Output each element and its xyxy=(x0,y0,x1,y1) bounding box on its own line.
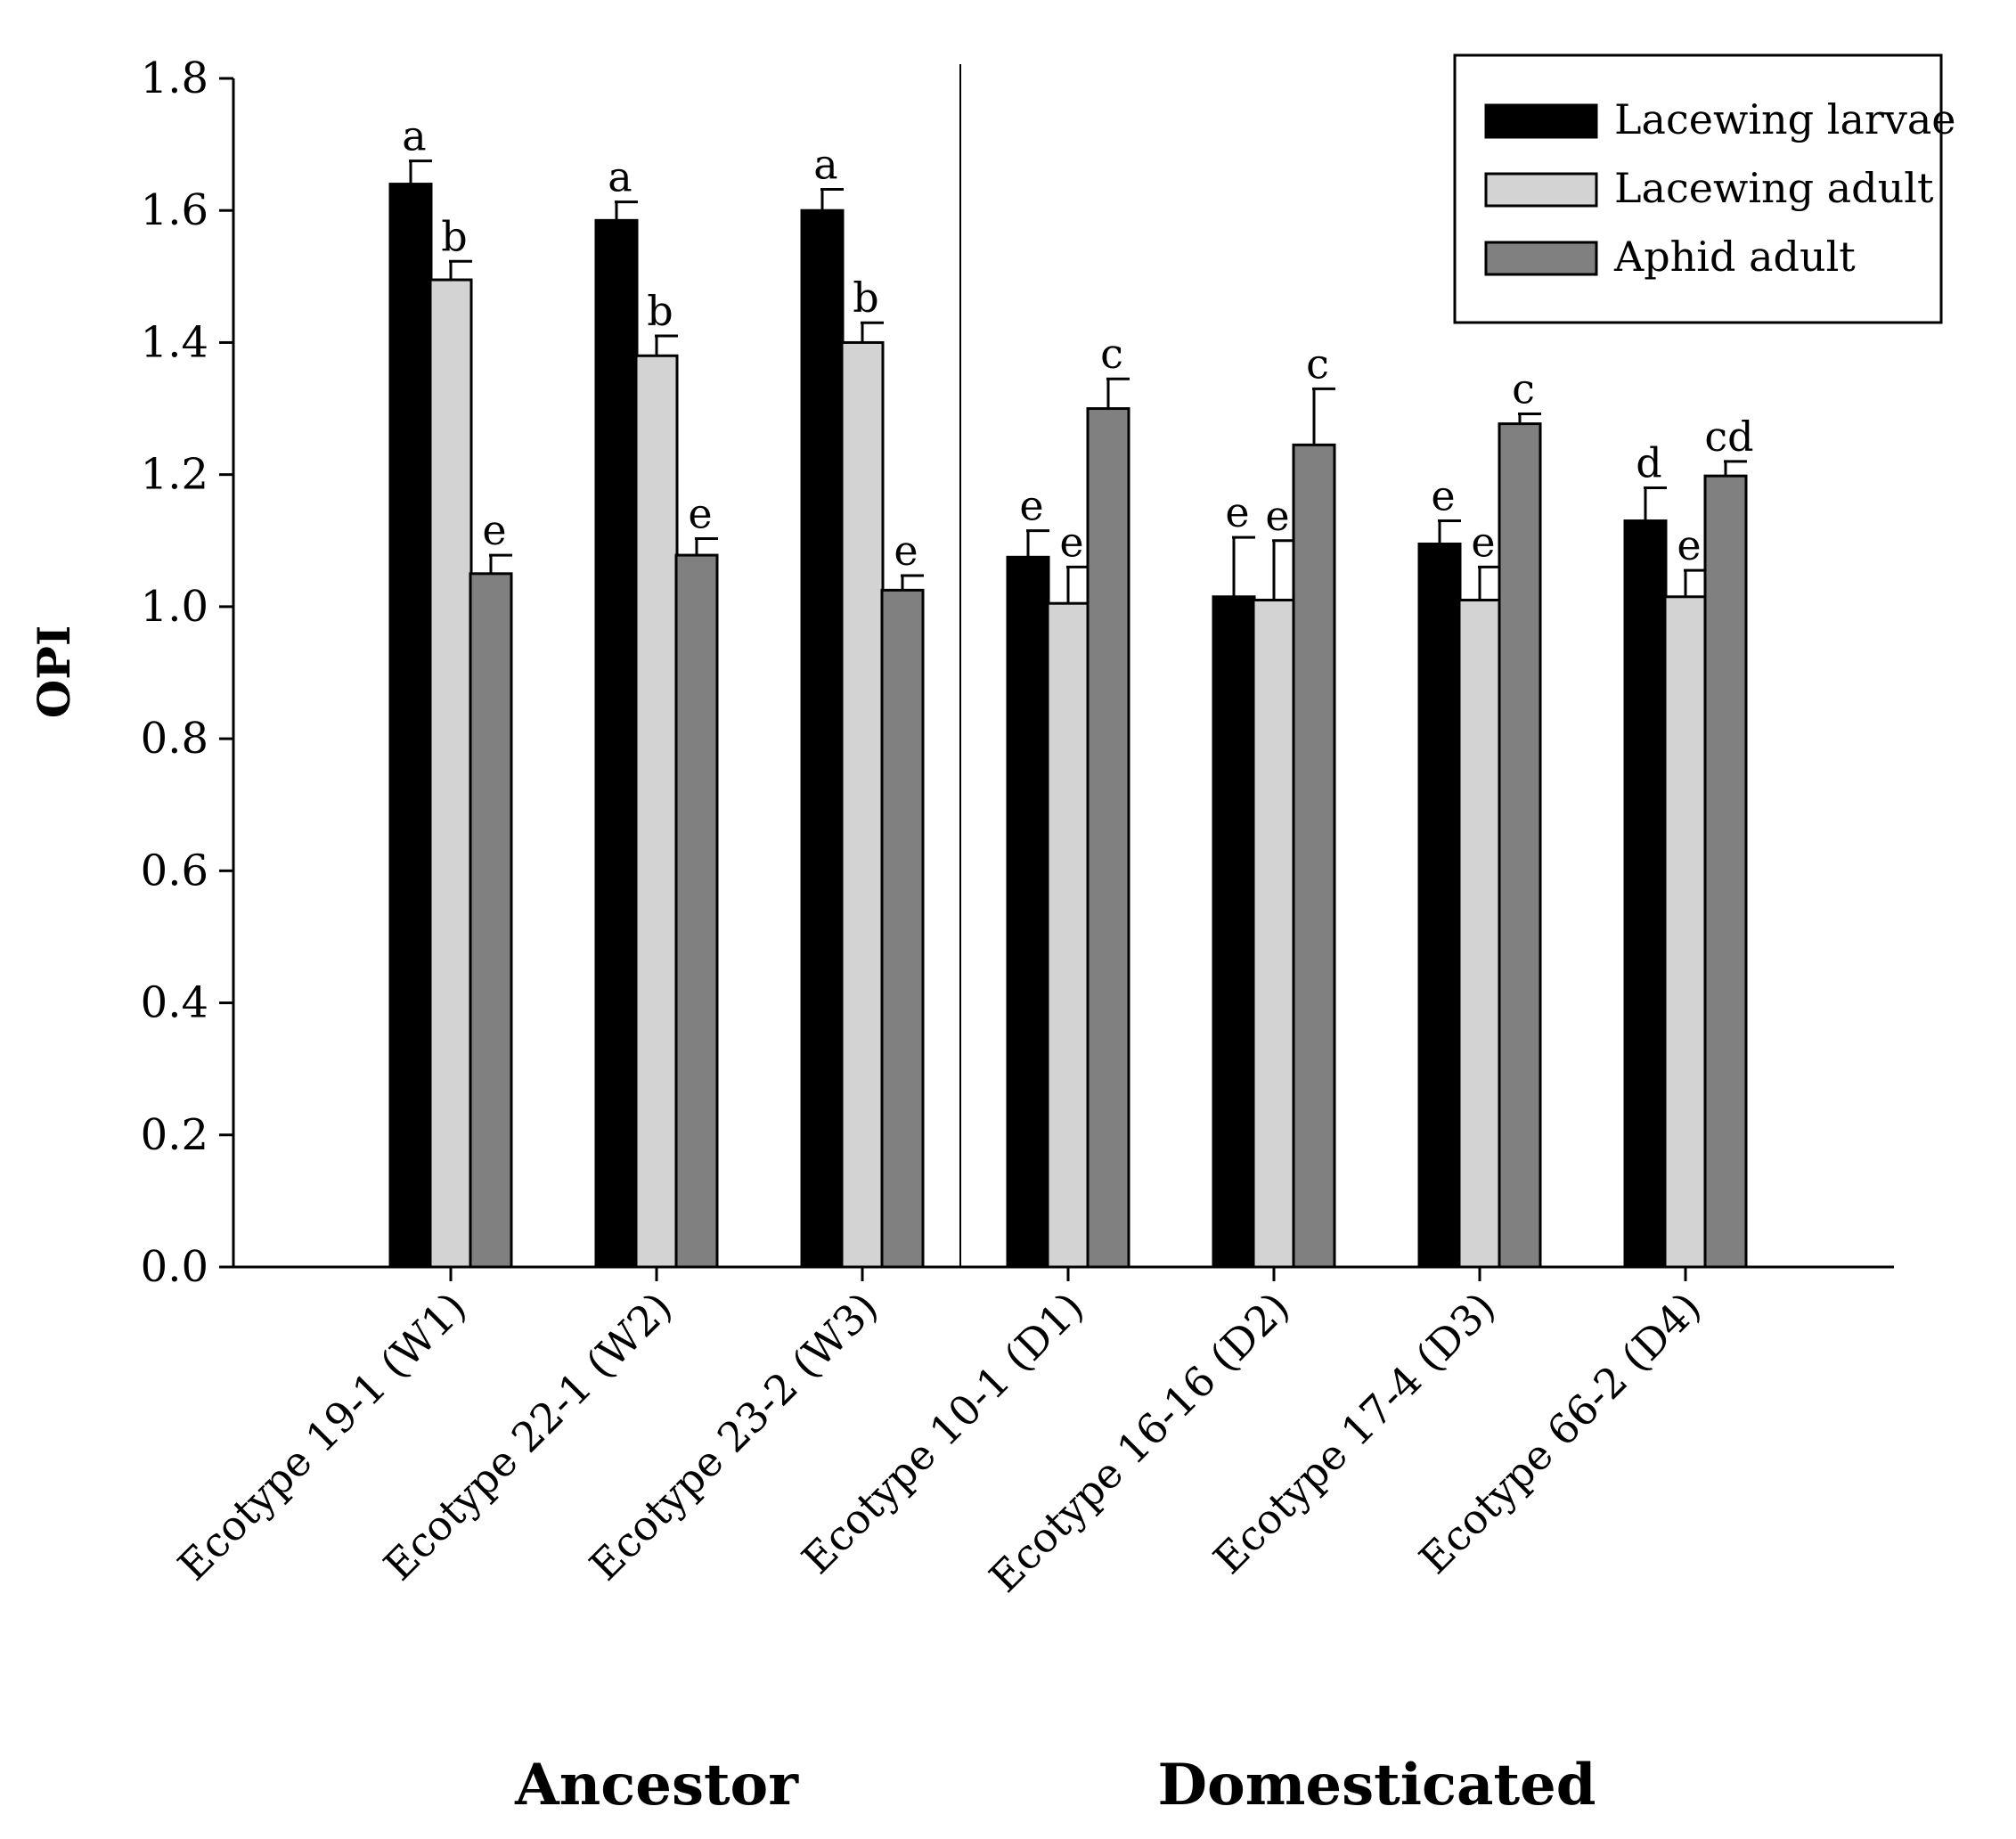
bar xyxy=(429,278,473,1269)
significance-label: b xyxy=(647,287,673,335)
legend-swatch xyxy=(1484,172,1598,208)
significance-label: e xyxy=(482,506,506,554)
bar xyxy=(469,572,513,1269)
legend-label: Lacewing larvae xyxy=(1614,95,1956,143)
bar xyxy=(840,340,885,1269)
legend-label: Aphid adult xyxy=(1613,233,1856,281)
bar xyxy=(1623,519,1668,1269)
bar xyxy=(800,208,845,1269)
significance-label: e xyxy=(688,490,712,538)
y-axis-title: OPI xyxy=(28,625,80,719)
significance-label: b xyxy=(441,212,467,260)
y-tick-label: 0.6 xyxy=(141,846,208,895)
bar xyxy=(1417,542,1462,1269)
significance-label: e xyxy=(894,527,918,575)
significance-label: e xyxy=(1471,518,1495,566)
y-tick-label: 0.8 xyxy=(141,714,208,764)
bar xyxy=(880,588,925,1269)
bar xyxy=(1006,555,1050,1269)
significance-label: d xyxy=(1636,438,1661,486)
bar xyxy=(388,183,433,1269)
group-label: Ancestor xyxy=(514,1752,799,1819)
y-tick-label: 0.0 xyxy=(141,1242,208,1292)
significance-label: a xyxy=(608,153,632,201)
y-tick-label: 1.2 xyxy=(141,450,208,500)
x-ticks: Ecotype 19-1 (W1)Ecotype 22-1 (W2)Ecotyp… xyxy=(168,1267,1710,1601)
bar xyxy=(1252,598,1296,1269)
y-tick-label: 0.2 xyxy=(141,1110,208,1160)
bar xyxy=(1292,443,1336,1269)
significance-label: e xyxy=(1019,482,1043,530)
legend: Lacewing larvae Lacewing adult Aphid adult xyxy=(1453,53,1956,324)
significance-label: c xyxy=(1512,364,1535,413)
bar xyxy=(594,218,639,1269)
bar xyxy=(1046,601,1090,1269)
y-tick-label: 1.0 xyxy=(141,582,208,632)
bar xyxy=(1086,407,1130,1269)
legend-label: Lacewing adult xyxy=(1614,164,1934,212)
significance-label: e xyxy=(1059,518,1083,566)
legend-swatch xyxy=(1484,103,1598,139)
bar xyxy=(1663,595,1708,1269)
bar xyxy=(1498,422,1542,1269)
significance-label: e xyxy=(1225,488,1249,536)
significance-label: cd xyxy=(1704,413,1753,461)
significance-label: a xyxy=(813,141,837,189)
legend-swatch xyxy=(1484,241,1598,276)
significance-label: a xyxy=(402,112,426,160)
significance-label: c xyxy=(1100,330,1123,378)
bar xyxy=(1457,598,1502,1269)
y-tick-label: 1.4 xyxy=(141,317,208,367)
significance-label: b xyxy=(853,274,878,322)
significance-label: c xyxy=(1306,339,1329,388)
y-ticks: 0.0 0.2 0.4 0.6 0.8 1.0 1.2 1.4 1.6 1.8 xyxy=(141,53,233,1292)
y-tick-label: 1.6 xyxy=(141,185,208,235)
bar xyxy=(634,354,679,1269)
bar xyxy=(674,553,719,1269)
significance-label: e xyxy=(1265,492,1289,540)
bar xyxy=(1703,474,1748,1269)
group-labels: Ancestor Domesticated xyxy=(514,1752,1596,1819)
y-tick-label: 0.4 xyxy=(141,978,208,1028)
significance-label: e xyxy=(1677,521,1701,569)
bar xyxy=(1212,595,1256,1269)
y-tick-label: 1.8 xyxy=(141,53,208,103)
significance-label: e xyxy=(1431,472,1455,520)
group-label: Domesticated xyxy=(1158,1752,1596,1819)
